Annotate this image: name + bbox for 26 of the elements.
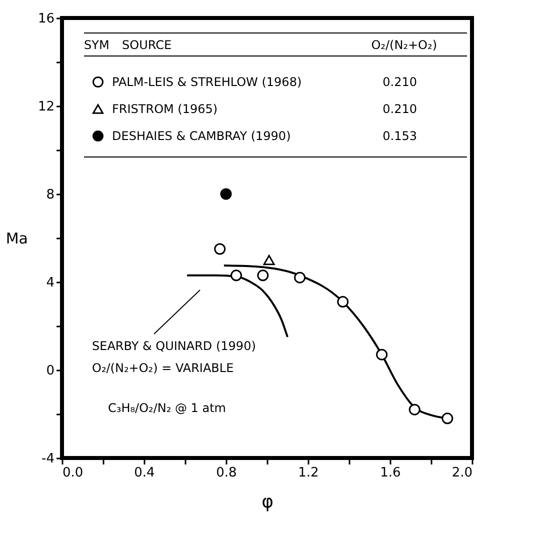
annotation: 0.153 [382, 129, 417, 143]
x-tick-label: 0.4 [134, 466, 155, 480]
x-tick-label: 1.2 [298, 466, 319, 480]
annotation: 0.210 [382, 102, 417, 116]
legend-label: PALM-LEIS & STREHLOW (1968) [112, 75, 302, 89]
y-axis-title: Ma [6, 230, 28, 248]
x-tick-label: 0.0 [62, 466, 84, 480]
legend-label: DESHAIES & CAMBRAY (1990) [112, 129, 291, 143]
x-tick-label: 1.6 [380, 466, 401, 480]
annotation: SOURCE [122, 38, 172, 52]
y-tick-label: -4 [42, 452, 54, 466]
x-tick-label: 2.0 [452, 466, 472, 480]
annotation: SEARBY & QUINARD (1990) [92, 339, 256, 353]
x-axis-title: φ [262, 492, 274, 512]
y-tick-label: 0 [46, 364, 54, 378]
legend-label: FRISTROM (1965) [112, 102, 218, 116]
x-tick-label: 0.8 [216, 466, 237, 480]
annotation: SYM [84, 38, 110, 52]
annotation: C₃H₈/O₂/N₂ @ 1 atm [108, 401, 226, 415]
annotation: O₂/(N₂+O₂) = VARIABLE [92, 361, 234, 375]
y-tick-label: 4 [46, 276, 54, 290]
annotation: 0.210 [382, 75, 417, 89]
annotation: O₂/(N₂+O₂) [371, 38, 437, 52]
y-tick-label: 8 [46, 188, 54, 202]
y-tick-label: 16 [38, 12, 54, 26]
y-tick-label: 12 [38, 100, 54, 114]
